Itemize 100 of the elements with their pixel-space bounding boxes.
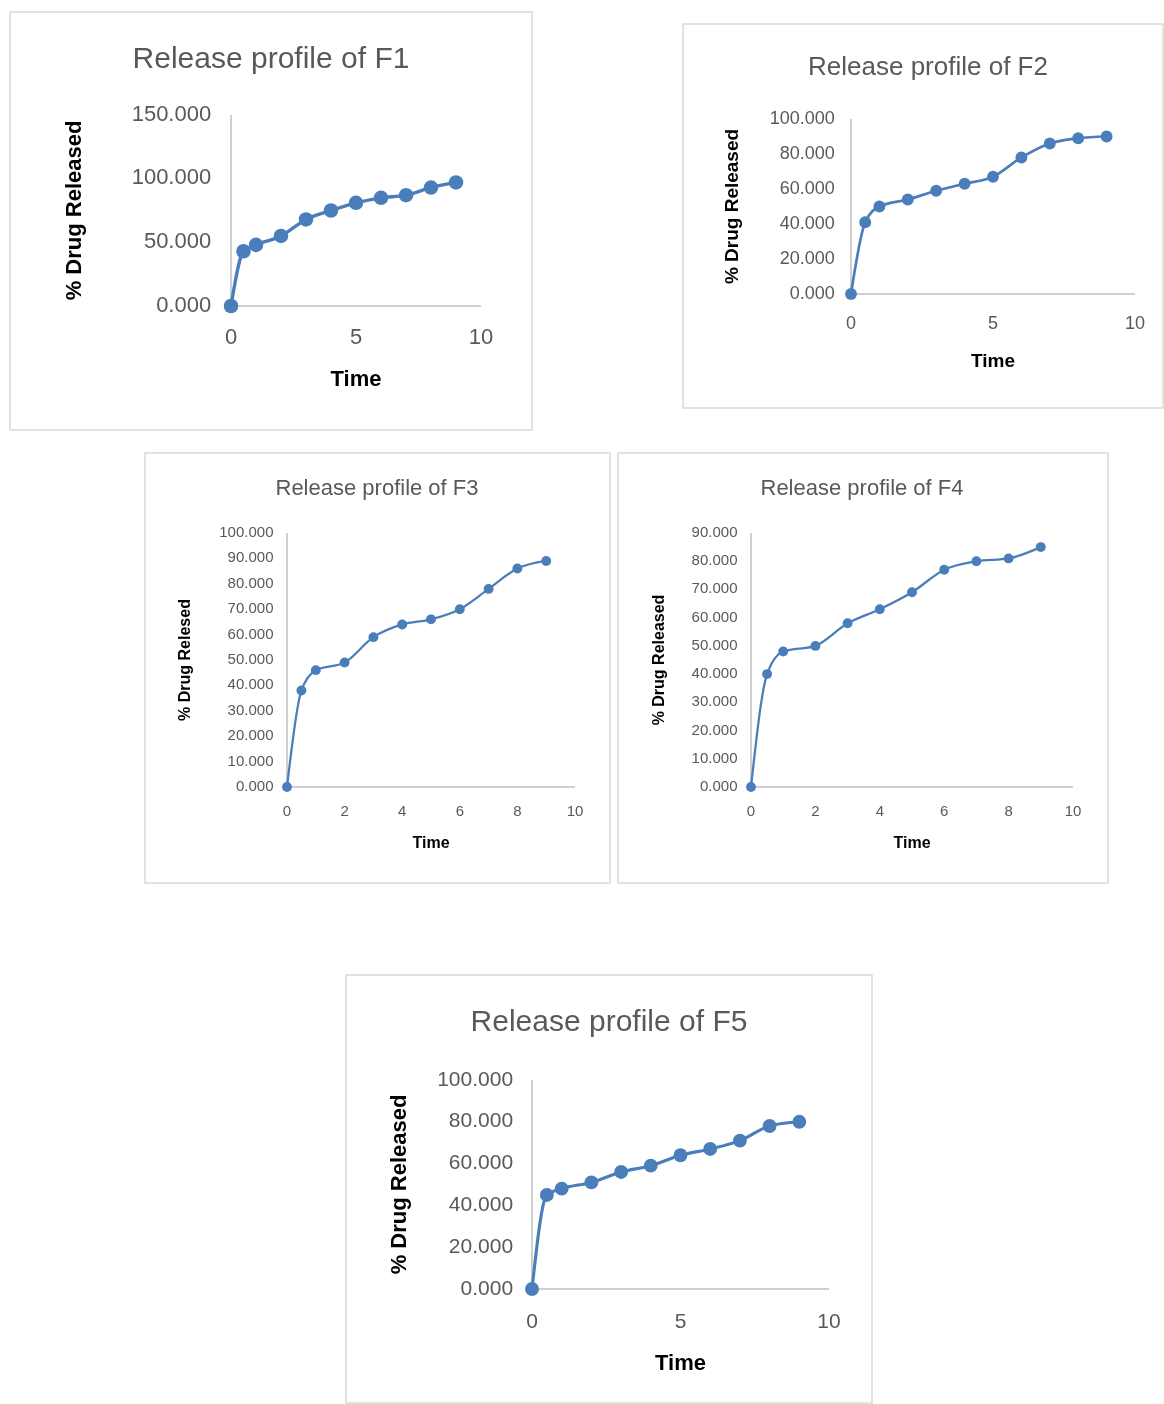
point xyxy=(512,563,523,574)
point xyxy=(971,556,982,567)
point xyxy=(1035,542,1046,553)
y-tick-label: 20.000 xyxy=(227,726,274,744)
point xyxy=(539,1188,554,1202)
y-tick-label: 30.000 xyxy=(691,692,738,710)
x-tick-label: 10 xyxy=(566,801,584,819)
point xyxy=(310,665,321,676)
y-axis-title: % Drug Released xyxy=(650,594,668,726)
point xyxy=(842,618,853,629)
point xyxy=(810,640,821,651)
chart-title: Release profile of F5 xyxy=(470,1003,748,1037)
point xyxy=(1100,130,1113,143)
y-tick-label: 150.000 xyxy=(131,100,212,126)
x-axis-title: Time xyxy=(893,834,931,852)
y-axis-title: % Drug Released xyxy=(721,128,743,285)
point xyxy=(282,782,292,792)
point xyxy=(483,583,494,594)
x-tick-label: 2 xyxy=(340,801,349,819)
y-tick-label: 0.000 xyxy=(460,1275,514,1299)
y-tick-label: 50.000 xyxy=(691,635,738,653)
y-tick-label: 10.000 xyxy=(691,748,738,766)
point xyxy=(958,177,971,190)
y-tick-label: 60.000 xyxy=(448,1150,514,1174)
x-tick-label: 2 xyxy=(811,801,820,819)
point xyxy=(368,632,379,643)
y-tick-label: 20.000 xyxy=(779,247,835,268)
y-tick-label: 30.000 xyxy=(227,700,274,718)
point xyxy=(873,200,886,213)
chart-title: Release profile of F4 xyxy=(760,474,964,500)
point xyxy=(746,782,756,792)
chart-title: Release profile of F3 xyxy=(275,474,479,500)
point xyxy=(525,1282,539,1296)
point xyxy=(901,193,914,206)
y-tick-label: 80.000 xyxy=(448,1108,514,1132)
point xyxy=(541,555,552,566)
point xyxy=(397,619,408,630)
point xyxy=(248,237,264,253)
x-tick-label: 4 xyxy=(398,801,407,819)
x-axis-title: Time xyxy=(970,350,1016,372)
point xyxy=(845,288,857,300)
point xyxy=(296,685,307,696)
x-axis-title: Time xyxy=(655,1349,706,1375)
y-axis-title: % Drug Released xyxy=(60,120,86,301)
x-tick-label: 10 xyxy=(817,1308,841,1332)
y-tick-label: 100.000 xyxy=(437,1066,514,1090)
y-tick-label: 60.000 xyxy=(779,177,835,198)
y-tick-label: 0.000 xyxy=(156,291,212,317)
point xyxy=(1003,553,1014,564)
chart-title: Release profile of F1 xyxy=(132,40,410,74)
point xyxy=(1015,151,1028,164)
point xyxy=(859,216,872,229)
point xyxy=(398,187,414,203)
x-tick-label: 8 xyxy=(513,801,522,819)
point xyxy=(298,212,314,227)
y-tick-label: 0.000 xyxy=(699,776,738,794)
chart-title: Release profile of F2 xyxy=(808,50,1048,81)
x-tick-label: 0 xyxy=(526,1308,538,1332)
point xyxy=(273,228,289,244)
x-tick-label: 10 xyxy=(1064,801,1082,819)
point xyxy=(792,1114,807,1129)
y-tick-label: 20.000 xyxy=(448,1233,514,1257)
x-tick-label: 5 xyxy=(674,1308,687,1332)
point xyxy=(373,190,389,206)
x-axis-title: Time xyxy=(412,834,450,852)
x-tick-label: 5 xyxy=(349,323,363,349)
y-tick-label: 70.000 xyxy=(227,599,274,617)
point xyxy=(323,203,339,218)
point xyxy=(762,669,773,680)
point xyxy=(1043,137,1056,150)
y-tick-label: 90.000 xyxy=(691,522,738,540)
point xyxy=(762,1119,777,1133)
y-tick-label: 80.000 xyxy=(691,551,738,569)
point xyxy=(907,587,917,598)
x-tick-label: 0 xyxy=(282,801,292,819)
x-tick-label: 0 xyxy=(746,801,756,819)
point xyxy=(223,298,239,314)
y-tick-label: 0.000 xyxy=(235,776,274,794)
point xyxy=(339,657,350,668)
point xyxy=(778,646,789,657)
x-tick-label: 4 xyxy=(875,801,884,819)
point xyxy=(1072,132,1085,145)
y-axis-title: % Drug Released xyxy=(385,1094,411,1275)
y-tick-label: 80.000 xyxy=(779,142,835,163)
y-tick-label: 100.000 xyxy=(769,107,835,128)
y-tick-label: 40.000 xyxy=(691,664,738,682)
point xyxy=(930,184,943,197)
point xyxy=(939,564,950,575)
y-tick-label: 40.000 xyxy=(779,212,835,233)
point xyxy=(448,175,464,190)
x-tick-label: 10 xyxy=(468,323,494,349)
x-tick-label: 0 xyxy=(845,312,857,333)
point xyxy=(426,614,436,625)
point xyxy=(673,1148,688,1163)
y-tick-label: 70.000 xyxy=(691,579,738,597)
point xyxy=(643,1158,658,1173)
x-tick-label: 5 xyxy=(987,312,999,333)
y-tick-label: 0.000 xyxy=(789,282,835,303)
point xyxy=(584,1175,599,1190)
y-tick-label: 100.000 xyxy=(219,522,274,540)
